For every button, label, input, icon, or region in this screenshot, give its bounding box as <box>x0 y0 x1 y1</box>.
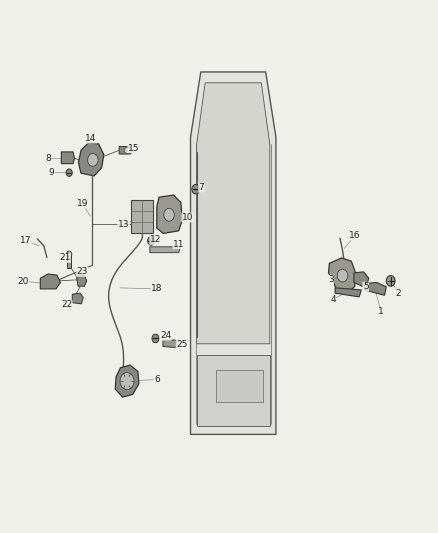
Polygon shape <box>131 200 153 233</box>
Polygon shape <box>364 282 386 295</box>
Text: 4: 4 <box>330 295 336 304</box>
Polygon shape <box>78 143 104 176</box>
Text: 1: 1 <box>378 308 384 316</box>
Text: 2: 2 <box>396 289 401 297</box>
Polygon shape <box>61 152 74 164</box>
Text: 5: 5 <box>363 282 369 291</box>
Text: 22: 22 <box>61 301 72 309</box>
Circle shape <box>148 237 155 245</box>
Polygon shape <box>328 258 356 293</box>
Polygon shape <box>119 147 132 154</box>
Text: 14: 14 <box>85 134 97 143</box>
Polygon shape <box>77 274 87 286</box>
Circle shape <box>337 269 348 282</box>
Text: 15: 15 <box>128 144 139 152</box>
Text: 17: 17 <box>20 237 31 245</box>
Text: 9: 9 <box>49 168 55 177</box>
Circle shape <box>124 147 130 154</box>
Circle shape <box>386 276 395 286</box>
Polygon shape <box>335 288 361 297</box>
Polygon shape <box>115 365 139 397</box>
Polygon shape <box>191 72 276 434</box>
Text: 6: 6 <box>154 375 160 384</box>
Text: 7: 7 <box>198 183 205 192</box>
Text: 21: 21 <box>59 254 71 262</box>
Circle shape <box>192 184 200 194</box>
Circle shape <box>176 340 181 346</box>
Polygon shape <box>150 247 180 253</box>
Polygon shape <box>157 195 182 233</box>
Circle shape <box>164 208 174 221</box>
Polygon shape <box>354 272 369 288</box>
Polygon shape <box>197 354 270 426</box>
Text: 18: 18 <box>151 285 162 293</box>
Polygon shape <box>197 83 270 344</box>
Polygon shape <box>72 293 83 304</box>
Circle shape <box>88 154 98 166</box>
Polygon shape <box>216 370 263 402</box>
Text: 13: 13 <box>118 221 129 229</box>
Text: 23: 23 <box>77 268 88 276</box>
Text: 16: 16 <box>349 231 360 240</box>
Circle shape <box>67 251 72 257</box>
Text: 25: 25 <box>176 340 187 349</box>
Polygon shape <box>163 340 179 348</box>
Text: 3: 3 <box>328 276 334 284</box>
Circle shape <box>152 334 159 343</box>
Polygon shape <box>67 254 71 268</box>
Text: 10: 10 <box>182 213 193 222</box>
Text: 19: 19 <box>77 199 88 208</box>
Circle shape <box>66 169 72 176</box>
Text: 20: 20 <box>17 277 28 286</box>
Text: 8: 8 <box>45 155 51 163</box>
Circle shape <box>120 373 134 390</box>
Text: 24: 24 <box>160 332 171 340</box>
Text: 12: 12 <box>150 236 161 244</box>
Polygon shape <box>40 274 60 289</box>
Text: 11: 11 <box>173 240 184 248</box>
